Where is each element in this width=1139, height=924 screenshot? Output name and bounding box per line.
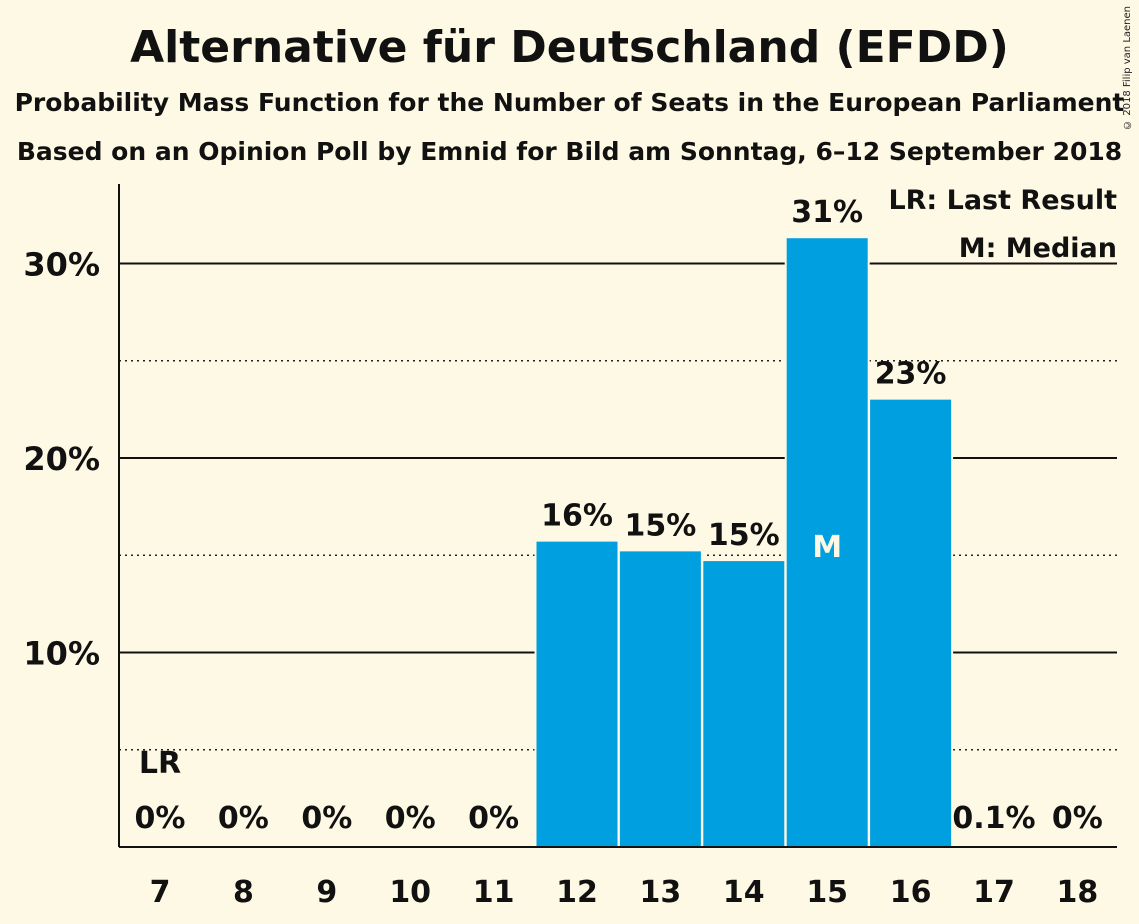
bar: [703, 561, 785, 847]
y-tick-label: 10%: [23, 635, 100, 673]
bar: [619, 551, 701, 847]
labels: 10% 20% 30% 0% 7 LR 0% 8 0% 9 0% 10 0% 11 16% 12 15% 13 15…: [23, 195, 1102, 910]
value-label: 16%: [541, 499, 613, 534]
x-tick-label: 15: [806, 875, 848, 910]
median-marker: M: [812, 530, 842, 565]
x-tick-label: 10: [389, 875, 431, 910]
x-tick-label: 7: [150, 875, 171, 910]
value-label: 31%: [791, 195, 863, 230]
x-tick-label: 11: [473, 875, 515, 910]
x-tick-label: 16: [890, 875, 932, 910]
bar: [870, 399, 952, 847]
legend-last-result: LR: Last Result: [888, 185, 1117, 216]
x-tick-label: 13: [640, 875, 682, 910]
chart-subtitle: Probability Mass Function for the Number…: [14, 88, 1125, 117]
value-label: 15%: [624, 508, 696, 543]
last-result-marker: LR: [139, 746, 181, 781]
value-label: 0%: [135, 801, 186, 836]
value-label: 0%: [301, 801, 352, 836]
value-label: 0%: [1052, 801, 1103, 836]
value-label: 0.1%: [952, 801, 1035, 836]
x-tick-label: 8: [233, 875, 254, 910]
x-tick-label: 14: [723, 875, 765, 910]
value-label: 15%: [708, 518, 780, 553]
axes: [118, 184, 1117, 848]
x-tick-label: 9: [316, 875, 337, 910]
bar: [786, 238, 868, 848]
y-tick-label: 30%: [23, 246, 100, 284]
x-tick-label: 18: [1057, 875, 1099, 910]
bars: [534, 235, 954, 848]
bar: [536, 541, 618, 847]
x-tick-label: 17: [973, 875, 1015, 910]
value-label: 0%: [385, 801, 436, 836]
value-label: 0%: [218, 801, 269, 836]
value-label: 0%: [468, 801, 519, 836]
legend-median: M: Median: [959, 233, 1117, 264]
y-tick-label: 20%: [23, 440, 100, 478]
chart-source-subtitle: Based on an Opinion Poll by Emnid for Bi…: [16, 137, 1123, 166]
value-label: 23%: [875, 357, 947, 392]
x-tick-label: 12: [556, 875, 598, 910]
chart-title: Alternative für Deutschland (EFDD): [130, 22, 1009, 73]
